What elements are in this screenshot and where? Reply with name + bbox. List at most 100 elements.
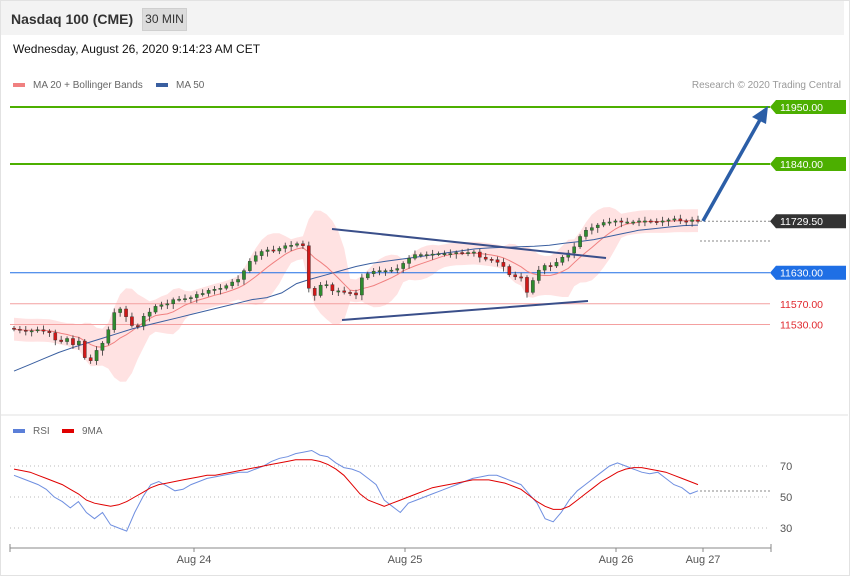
- candle: [230, 281, 234, 286]
- candle: [448, 253, 453, 255]
- candle: [625, 221, 630, 224]
- candle: [666, 219, 671, 222]
- candle: [301, 243, 305, 246]
- candle: [631, 221, 635, 224]
- candle: [519, 276, 523, 279]
- candle: [159, 304, 164, 307]
- candle: [442, 253, 447, 255]
- candle: [548, 265, 553, 267]
- candle: [77, 340, 81, 345]
- candle: [189, 297, 193, 299]
- candle: [513, 274, 518, 278]
- candle: [253, 255, 258, 262]
- candle: [12, 327, 16, 330]
- candle: [88, 357, 93, 361]
- candle: [130, 316, 134, 326]
- candle: [153, 306, 158, 313]
- forecast-arrow: [701, 117, 763, 222]
- candle: [141, 316, 146, 327]
- candle: [525, 277, 529, 293]
- candle: [206, 290, 211, 294]
- candle: [690, 219, 694, 222]
- candle: [200, 293, 205, 295]
- timeframe-button[interactable]: 30 MIN: [142, 8, 187, 31]
- candle: [295, 243, 299, 246]
- candle: [342, 290, 347, 293]
- forecast-arrowhead: [752, 106, 768, 124]
- candle: [660, 220, 665, 223]
- candle: [643, 220, 647, 223]
- candle: [495, 259, 500, 263]
- candle: [354, 292, 358, 296]
- x-tick-label: Aug 25: [388, 554, 423, 566]
- candle: [94, 350, 99, 361]
- candle: [136, 325, 140, 327]
- candle: [82, 340, 87, 358]
- candle: [23, 329, 28, 332]
- candle: [41, 329, 46, 332]
- legend-ma20-swatch: [13, 83, 25, 88]
- candle: [595, 224, 600, 228]
- legend-rsi-swatch: [13, 429, 25, 434]
- candle: [112, 312, 117, 330]
- candle: [289, 245, 293, 247]
- candle: [194, 294, 199, 298]
- candle: [330, 284, 335, 292]
- candle: [277, 248, 282, 252]
- candle: [466, 252, 470, 254]
- candle: [224, 285, 229, 289]
- x-tick-label: Aug 24: [177, 554, 212, 566]
- candle: [212, 289, 217, 291]
- candle: [35, 329, 40, 332]
- level-label-2: 11729.50: [780, 216, 823, 228]
- level-tag-3: [770, 265, 846, 280]
- candle: [171, 299, 176, 304]
- candle: [607, 221, 612, 224]
- candle: [18, 328, 22, 331]
- candle: [478, 251, 482, 258]
- candle: [672, 218, 677, 221]
- candle: [413, 254, 417, 259]
- credit-text: Research © 2020 Trading Central: [691, 80, 841, 91]
- legend-9ma-swatch: [62, 429, 74, 434]
- level-tag-2: [770, 214, 846, 229]
- candle: [501, 262, 506, 267]
- legend-9ma: 9MA: [62, 426, 103, 437]
- candle: [684, 220, 689, 223]
- candle: [654, 221, 659, 223]
- rsi-tick-label: 30: [780, 523, 792, 535]
- legend-rsi: RSI: [13, 426, 50, 437]
- candle: [218, 288, 223, 290]
- candle: [637, 220, 641, 223]
- candle: [489, 259, 494, 261]
- candle: [507, 266, 512, 275]
- candle: [118, 308, 122, 313]
- candle: [324, 284, 329, 287]
- candle: [613, 220, 618, 223]
- legend-rsi-label: RSI: [33, 426, 50, 437]
- rsi-line: [13, 449, 699, 532]
- candle: [430, 253, 435, 256]
- candle: [407, 258, 411, 264]
- candle: [578, 236, 582, 248]
- candle: [106, 329, 111, 344]
- candle: [536, 269, 541, 281]
- candle: [177, 298, 181, 301]
- level-label-3: 11630.00: [780, 268, 823, 280]
- candle: [383, 270, 388, 273]
- rsi-9ma-line: [13, 459, 699, 510]
- level-tag-0: [770, 100, 846, 114]
- candle: [601, 222, 606, 226]
- candle: [348, 292, 352, 294]
- legend-ma50-label: MA 50: [176, 80, 205, 91]
- candle: [242, 270, 246, 280]
- candle: [336, 290, 341, 293]
- candle: [147, 311, 152, 317]
- candle: [678, 218, 683, 222]
- legend-ma50-swatch: [156, 83, 168, 88]
- level-label-0: 11950.00: [780, 102, 823, 114]
- candle: [360, 277, 364, 296]
- candle: [554, 262, 559, 267]
- candle: [424, 254, 429, 256]
